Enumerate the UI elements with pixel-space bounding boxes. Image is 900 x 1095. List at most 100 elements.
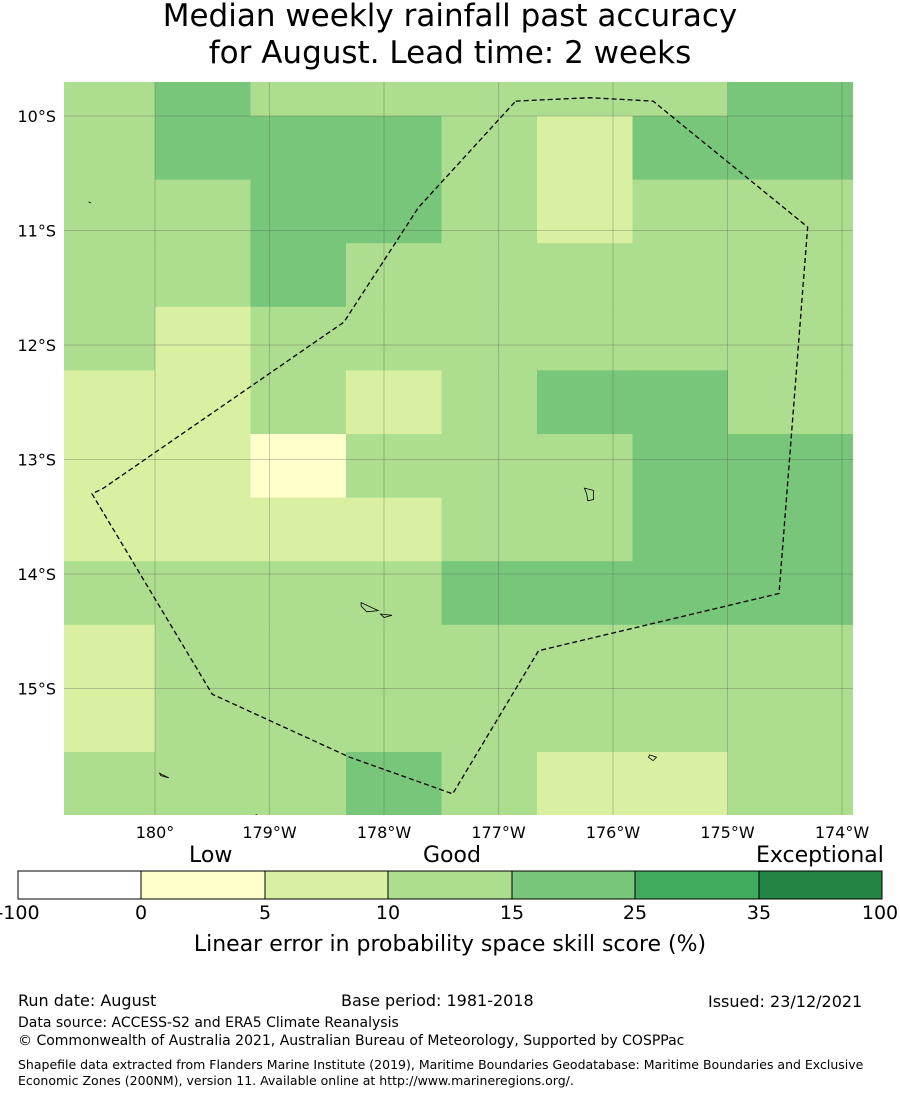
skill-cell	[250, 116, 347, 181]
skill-grid	[64, 82, 853, 815]
longitude-tick-label: 177°W	[471, 823, 526, 842]
skill-cell	[441, 370, 538, 435]
colorbar-swatch	[634, 870, 760, 900]
skill-cell	[632, 497, 729, 562]
skill-cell	[537, 116, 633, 181]
skill-cell	[728, 370, 824, 435]
skill-cell	[64, 561, 156, 626]
skill-cell	[250, 370, 347, 435]
latitude-labels: 10°S 11°S 12°S 13°S 14°S 15°S	[17, 107, 56, 699]
skill-cell	[64, 179, 156, 244]
skill-cell	[250, 561, 347, 626]
skill-cell	[155, 688, 251, 753]
skill-cell	[250, 243, 347, 308]
skill-cell	[346, 434, 442, 499]
colorbar-tick: 15	[499, 902, 525, 924]
skill-cell	[728, 624, 824, 689]
skill-cell	[728, 434, 824, 499]
skill-cell	[728, 82, 824, 117]
skill-cell	[64, 306, 156, 371]
skill-cell	[823, 82, 853, 117]
colorbar-category-low: Low	[189, 843, 233, 868]
longitude-tick-label: 180°	[136, 823, 175, 842]
island-outline	[647, 754, 658, 762]
skill-cell	[632, 624, 729, 689]
island-outline	[379, 613, 393, 618]
colorbar-tick: -100	[0, 902, 40, 924]
skill-cell	[250, 434, 347, 499]
skill-cell	[155, 434, 251, 499]
skill-cell	[728, 752, 824, 815]
skill-cell	[632, 752, 729, 815]
skill-cell	[346, 116, 442, 181]
skill-cell	[823, 179, 853, 244]
skill-cell	[728, 116, 824, 181]
skill-cell	[346, 624, 442, 689]
skill-cell	[64, 434, 156, 499]
skill-cell	[64, 752, 156, 815]
skill-cell	[155, 561, 251, 626]
longitude-tick-label: 179°W	[242, 823, 297, 842]
island-outline	[88, 201, 92, 204]
colorbar-tick: 25	[622, 902, 648, 924]
island-outline	[583, 487, 594, 502]
latitude-tick-label: 15°S	[17, 680, 56, 699]
skill-cell	[64, 624, 156, 689]
colorbar-swatch	[17, 870, 142, 900]
skill-cell	[250, 624, 347, 689]
skill-cell	[441, 243, 538, 308]
skill-cell	[537, 561, 633, 626]
skill-cell	[632, 561, 729, 626]
skill-cell	[823, 434, 853, 499]
colorbar-label: Linear error in probability space skill …	[193, 932, 707, 957]
skill-cell	[250, 82, 347, 117]
skill-cell	[441, 497, 538, 562]
skill-cell	[64, 370, 156, 435]
skill-cell	[441, 434, 538, 499]
skill-cell	[537, 179, 633, 244]
skill-cell	[823, 116, 853, 181]
eez-boundary	[91, 97, 809, 795]
skill-cell	[441, 624, 538, 689]
skill-cell	[632, 243, 729, 308]
colorbar-swatch	[264, 870, 389, 900]
run-date: Run date: August	[18, 991, 157, 1010]
shapefile-credit: Shapefile data extracted from Flanders M…	[18, 1057, 864, 1088]
skill-cell	[155, 497, 251, 562]
colorbar-tick: 35	[746, 902, 772, 924]
skill-cell	[728, 243, 824, 308]
colorbar-category-exceptional: Exceptional	[756, 843, 884, 868]
skill-cell	[537, 243, 633, 308]
colorbar-swatch	[140, 870, 266, 900]
skill-cell	[728, 497, 824, 562]
skill-cell	[537, 82, 633, 117]
skill-cell	[632, 370, 729, 435]
graticule	[64, 82, 853, 815]
skill-cell	[632, 688, 729, 753]
colorbar-swatch	[387, 870, 513, 900]
skill-cell	[250, 497, 347, 562]
skill-cell	[632, 306, 729, 371]
latitude-tick-label: 12°S	[17, 336, 56, 355]
skill-cell	[728, 561, 824, 626]
skill-cell	[155, 179, 251, 244]
skill-cell	[346, 243, 442, 308]
skill-cell	[346, 561, 442, 626]
skill-cell	[346, 82, 442, 117]
latitude-tick-label: 13°S	[17, 451, 56, 470]
skill-cell	[823, 497, 853, 562]
skill-cell	[537, 752, 633, 815]
skill-cell	[441, 306, 538, 371]
skill-cell	[823, 243, 853, 308]
skill-cell	[823, 688, 853, 753]
skill-cell	[728, 688, 824, 753]
skill-cell	[537, 434, 633, 499]
skill-cell	[441, 179, 538, 244]
skill-cell	[823, 370, 853, 435]
skill-cell	[250, 179, 347, 244]
longitude-tick-label: 174°W	[815, 823, 870, 842]
longitude-labels: 180° 179°W 178°W 177°W 176°W 175°W 174°W	[136, 823, 870, 842]
colorbar-category-good: Good	[423, 843, 481, 868]
skill-cell	[346, 497, 442, 562]
latitude-tick-label: 14°S	[17, 565, 56, 584]
